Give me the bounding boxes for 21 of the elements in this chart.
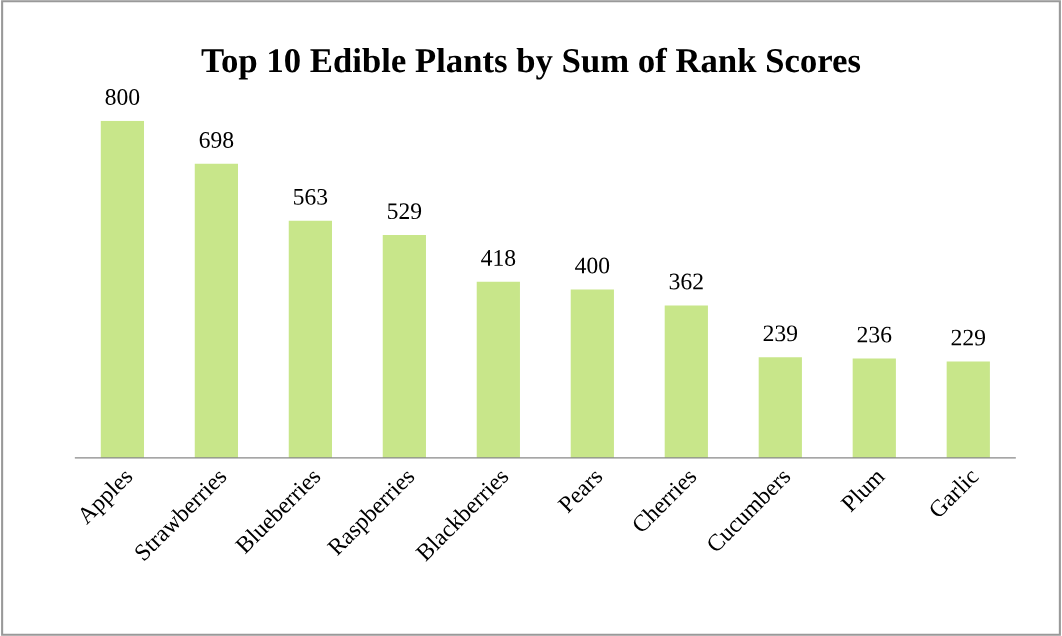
chart-title: Top 10 Edible Plants by Sum of Rank Scores [201, 47, 861, 80]
data-label: 563 [294, 188, 328, 205]
bar [946, 361, 990, 458]
bar [100, 120, 145, 458]
data-label: 400 [575, 257, 610, 274]
bar [382, 235, 426, 458]
bar [664, 305, 708, 458]
data-label: 529 [388, 203, 422, 220]
bar [288, 220, 332, 458]
bar [852, 358, 896, 458]
data-label: 239 [763, 325, 798, 342]
data-label: 800 [105, 89, 140, 105]
data-label: 362 [669, 273, 703, 290]
data-label: 236 [857, 326, 892, 343]
bar [570, 289, 614, 458]
bar [476, 281, 520, 458]
data-label: 418 [481, 249, 516, 266]
bar [194, 163, 238, 458]
data-label: 698 [199, 131, 234, 148]
bar [758, 357, 802, 458]
data-label: 229 [951, 329, 986, 346]
